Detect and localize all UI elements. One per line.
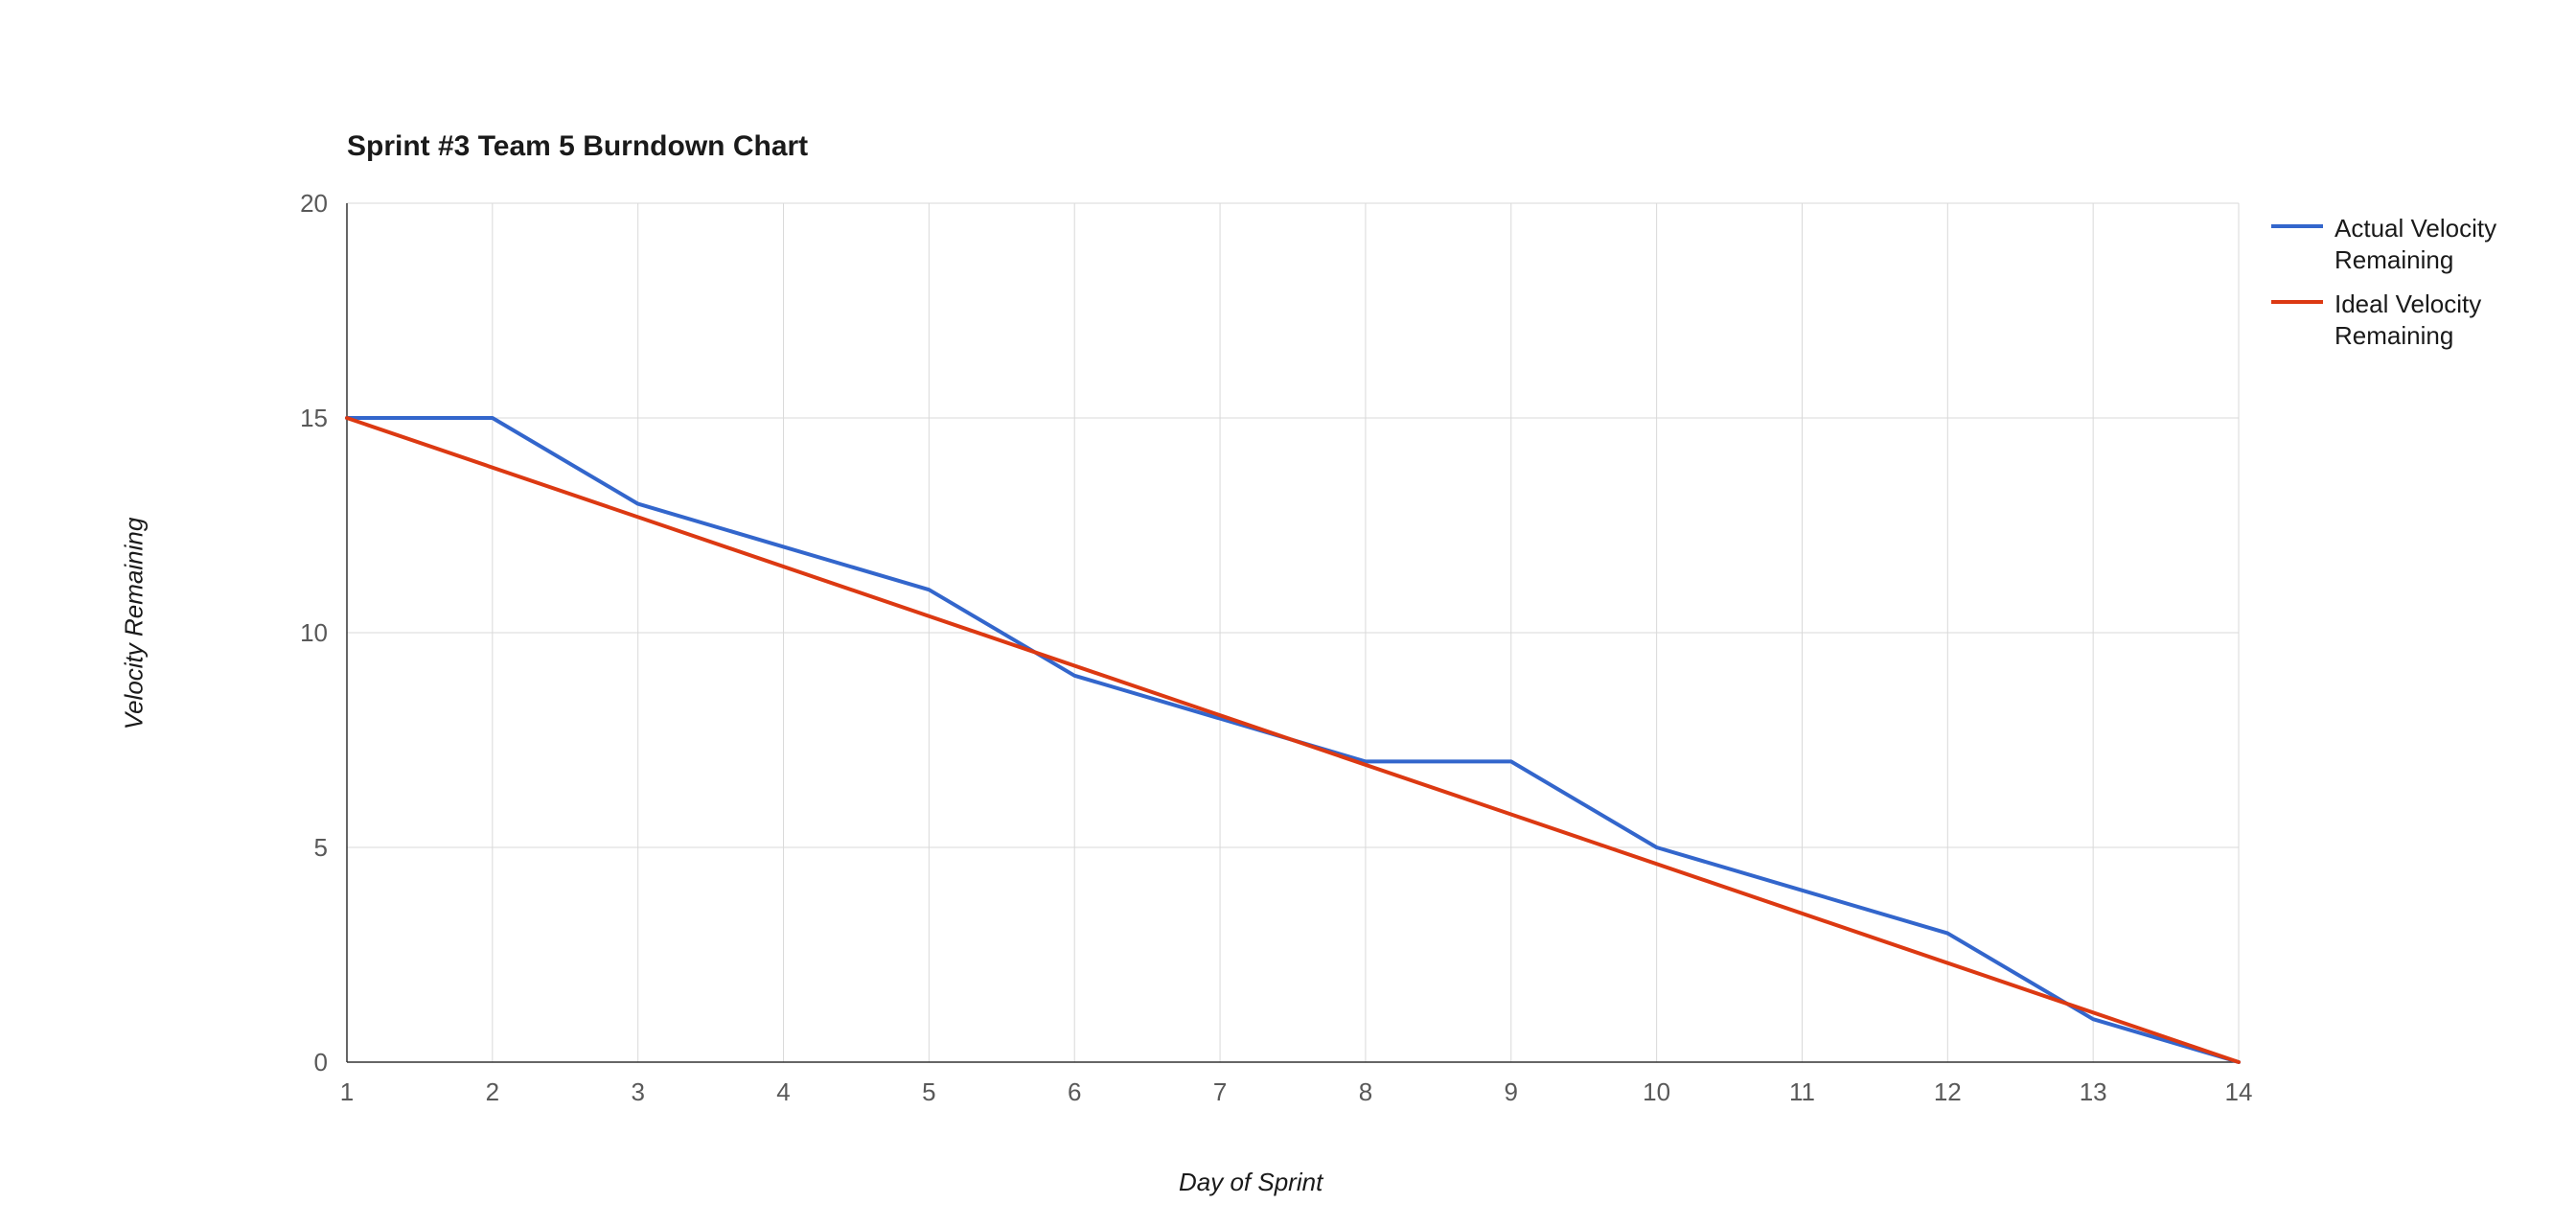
x-tick-label: 5 [922,1077,935,1106]
legend-swatch [2271,300,2323,304]
x-tick-label: 4 [776,1077,790,1106]
x-tick-label: 11 [1789,1077,1815,1106]
x-tick-label: 12 [1934,1077,1962,1106]
burndown-chart: Sprint #3 Team 5 Burndown Chart Velocity… [0,0,2576,1227]
legend-swatch [2271,224,2323,228]
chart-legend: Actual Velocity Remaining Ideal Velocity … [2271,213,2496,364]
legend-label: Actual Velocity Remaining [2334,213,2496,275]
x-tick-label: 8 [1359,1077,1372,1106]
legend-label: Ideal Velocity Remaining [2334,289,2481,351]
y-tick-label: 20 [300,189,328,218]
chart-plot-area: 123456789101112131405101520 [0,0,2576,1227]
legend-item: Actual Velocity Remaining [2271,213,2496,275]
legend-item: Ideal Velocity Remaining [2271,289,2496,351]
y-tick-label: 5 [314,833,328,862]
x-tick-label: 14 [2225,1077,2253,1106]
x-tick-label: 10 [1643,1077,1670,1106]
y-tick-label: 15 [300,404,328,432]
x-tick-label: 7 [1213,1077,1227,1106]
series-line [347,418,2239,1062]
x-tick-label: 3 [631,1077,644,1106]
x-tick-label: 2 [486,1077,499,1106]
y-tick-label: 0 [314,1048,328,1077]
x-tick-label: 9 [1505,1077,1518,1106]
x-tick-label: 6 [1068,1077,1081,1106]
y-tick-label: 10 [300,618,328,647]
x-tick-label: 13 [2080,1077,2107,1106]
x-tick-label: 1 [340,1077,354,1106]
